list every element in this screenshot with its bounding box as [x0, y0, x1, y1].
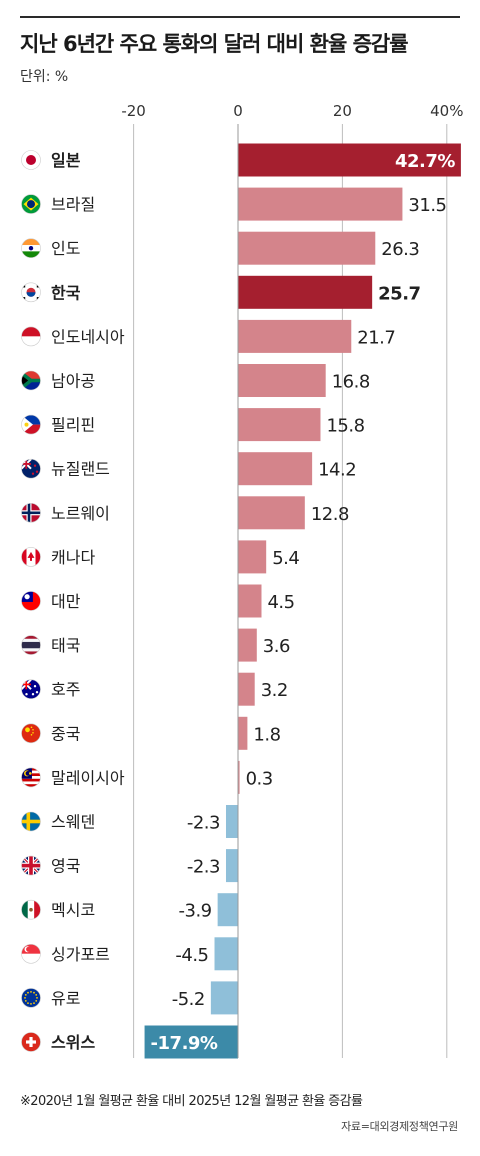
china-flag-icon [21, 723, 41, 744]
thailand-flag-icon [21, 635, 41, 655]
value-label: 14.2 [318, 460, 356, 481]
singapore-flag-icon [21, 943, 41, 964]
category-label: 말레이시아 [51, 768, 125, 787]
category-label: 남아공 [51, 372, 95, 391]
canada-flag-icon [21, 547, 41, 567]
value-label: -4.5 [175, 945, 208, 966]
bar [238, 143, 461, 177]
value-label: -2.3 [187, 813, 220, 834]
category-label: 노르웨이 [51, 504, 110, 523]
indonesia-flag-icon [21, 326, 41, 347]
category-label: 중국 [51, 724, 80, 743]
category-label: 필리핀 [51, 416, 95, 435]
category-label: 인도 [51, 239, 80, 258]
eu-flag-icon [21, 988, 41, 1008]
value-label: 16.8 [332, 372, 370, 393]
category-label: 캐나다 [51, 548, 95, 567]
bar [214, 937, 238, 971]
bar [144, 1025, 238, 1059]
bar [238, 275, 373, 309]
bar [238, 540, 267, 574]
mexico-flag-icon [21, 899, 41, 920]
value-label: 4.5 [267, 592, 294, 613]
category-label: 싱가포르 [51, 945, 110, 964]
bar [210, 981, 238, 1015]
bar [238, 672, 255, 706]
value-label: 26.3 [381, 239, 419, 260]
category-label: 호주 [51, 680, 80, 699]
category-label: 스웨덴 [51, 813, 95, 832]
x-tick-label: 0 [233, 102, 243, 120]
footnote: ※2020년 1월 월평균 환율 대비 2025년 12월 월평균 환율 증감률 [20, 1094, 363, 1109]
value-label: 25.7 [378, 283, 420, 304]
india-flag-icon [21, 238, 41, 258]
category-label: 일본 [51, 151, 81, 170]
value-label: 5.4 [272, 548, 299, 569]
source-label: 자료=대외경제정책연구원 [341, 1120, 458, 1133]
bar-chart: -20 0 20 40% 일본 42.7% 브라질 31.5 인도 26.3 한국 25.7 인도네시아… [21, 102, 463, 1059]
value-label: 15.8 [326, 416, 364, 437]
taiwan-flag-icon [21, 591, 41, 611]
brazil-flag-icon [21, 194, 41, 214]
category-label: 태국 [51, 636, 80, 655]
bar [238, 364, 326, 397]
bar [238, 187, 403, 221]
bar [238, 716, 248, 750]
bar [238, 319, 352, 353]
bar [238, 760, 240, 794]
bar [238, 584, 262, 618]
value-label: 31.5 [408, 195, 446, 216]
value-label: 1.8 [253, 724, 280, 745]
title-rule [20, 16, 460, 18]
value-label: 42.7% [395, 151, 455, 172]
new-zealand-flag-icon [21, 458, 41, 479]
category-label: 인도네시아 [51, 327, 125, 346]
uk-flag-icon [21, 855, 41, 876]
category-label: 한국 [51, 283, 81, 302]
category-label: 영국 [51, 857, 80, 876]
norway-flag-icon [21, 502, 41, 523]
value-label: 21.7 [357, 327, 395, 348]
category-label: 스위스 [51, 1033, 95, 1052]
unit-label: 단위: % [20, 69, 69, 85]
bar [225, 849, 238, 883]
bar [238, 408, 321, 442]
value-label: -5.2 [172, 989, 205, 1010]
value-label: -3.9 [179, 901, 212, 922]
value-label: 0.3 [246, 768, 273, 789]
category-label: 뉴질랜드 [51, 460, 110, 479]
bar [225, 805, 238, 838]
chart-title: 지난 6년간 주요 통화의 달러 대비 환율 증감률 [20, 32, 409, 56]
bar [217, 893, 238, 927]
sweden-flag-icon [21, 811, 41, 832]
philippines-flag-icon [21, 414, 41, 435]
south-africa-flag-icon [21, 370, 41, 391]
value-label: 3.6 [263, 636, 290, 657]
bar [238, 452, 313, 486]
category-label: 대만 [51, 592, 81, 611]
malaysia-flag-icon [21, 767, 41, 788]
australia-flag-icon [21, 679, 41, 700]
value-label: -17.9% [151, 1033, 218, 1054]
x-tick-label: -20 [121, 102, 146, 120]
bar [238, 231, 376, 265]
x-tick-label: 40% [430, 102, 463, 120]
x-tick-label: 20 [333, 102, 352, 120]
bar [238, 628, 257, 662]
category-label: 유로 [51, 989, 80, 1008]
value-label: 12.8 [311, 504, 349, 525]
category-label: 브라질 [51, 195, 95, 214]
value-label: -2.3 [187, 857, 220, 878]
switzerland-flag-icon [21, 1032, 41, 1052]
value-label: 3.2 [261, 680, 288, 701]
korea-flag-icon [21, 282, 41, 303]
category-label: 멕시코 [51, 901, 95, 920]
bar [238, 496, 305, 530]
japan-flag-icon [21, 150, 41, 170]
